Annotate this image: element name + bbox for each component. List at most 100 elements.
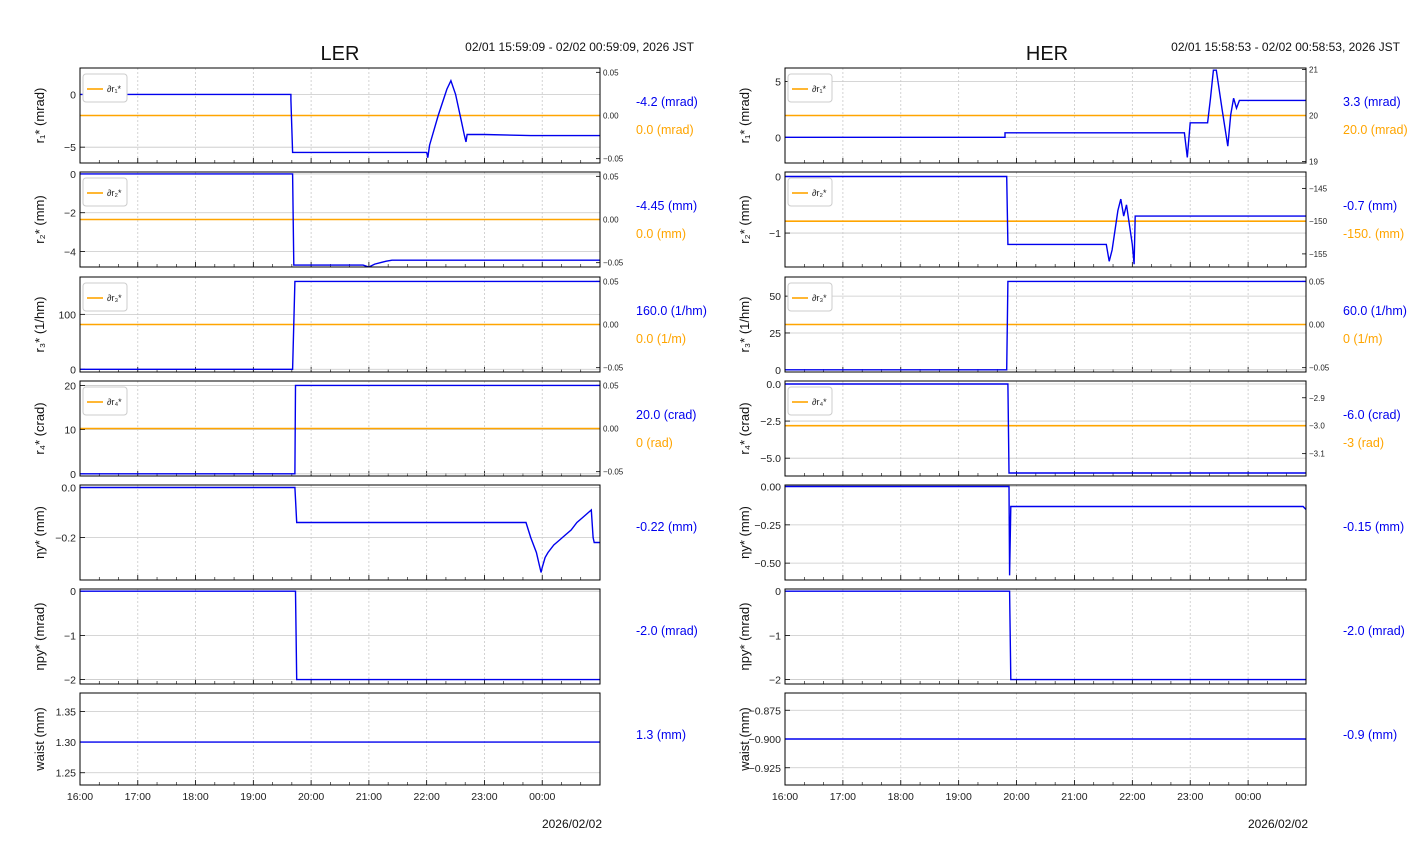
right-tick-label: 0.00: [603, 112, 619, 121]
legend: ∂r₂*: [787, 177, 833, 207]
right-tick-label: −0.05: [603, 468, 624, 477]
panel-frame: [784, 692, 1307, 786]
panel-frame: [79, 276, 601, 373]
blue-value-readout: -0.22 (mm): [636, 520, 697, 534]
right-tick-label: 0.00: [603, 321, 619, 330]
chart-her: HER 02/01 15:58:53 - 02/02 00:58:53, 2026…: [737, 40, 1408, 831]
legend-label: ∂r₁*: [812, 84, 826, 94]
x-tick-label: 22:00: [1119, 791, 1145, 803]
blue-series-line: [80, 78, 600, 158]
x-tick-label: 20:00: [298, 791, 324, 803]
y-tick-label: 0.0: [61, 483, 76, 495]
x-tick-label: 18:00: [888, 791, 914, 803]
x-tick-label: 21:00: [1061, 791, 1087, 803]
y-tick-label: −2: [769, 675, 781, 687]
y-tick-label: −2: [64, 208, 76, 220]
y-tick-label: 0.0: [766, 379, 781, 391]
y-tick-label: 20: [64, 380, 76, 392]
blue-series-line: [80, 384, 600, 475]
y-tick-label: −0.900: [749, 734, 782, 746]
panel-7: 1.35 1.30 1.25 waist (mm) 1.3 (mm): [32, 692, 686, 786]
y-tick-label: 1.35: [56, 706, 77, 718]
panel-1: 5 0 21 20 19 ∂r₁* r₁* (mrad) 3.3 (mrad) 20.0 (mr…: [737, 65, 1408, 166]
panel-frame: [79, 588, 601, 685]
x-tick-label: 23:00: [1177, 791, 1203, 803]
right-tick-label: 0.00: [603, 425, 619, 434]
panel-4: 0.0 −2.5 −5.0 −2.9 −3.0 −3.1 ∂r₄* r₄* (crad) -6.…: [737, 379, 1401, 477]
right-tick-label: −150: [1309, 217, 1328, 226]
y-tick-label: −1: [769, 228, 781, 240]
legend-label: ∂r₁*: [107, 84, 121, 94]
right-tick-label: −0.05: [603, 364, 624, 373]
legend-label: ∂r₄*: [107, 397, 122, 407]
y-axis-label: ηpy* (mrad): [737, 603, 752, 671]
chart-title: HER: [1026, 43, 1068, 65]
y-axis-label: ηy* (mm): [32, 506, 47, 559]
time-range-label: 02/01 15:59:09 - 02/02 00:59:09, 2026 JS…: [465, 40, 695, 54]
panel-1: 0 −5 0.05 0.00 −0.05 ∂r₁* r₁* (mrad) -4.2 (mrad…: [32, 67, 698, 164]
x-tick-label: 19:00: [946, 791, 972, 803]
y-tick-label: 50: [769, 291, 781, 303]
x-tick-label: 17:00: [125, 791, 151, 803]
panel-2: 0 −2 −4 0.05 0.00 −0.05 ∂r₂* r₂* (mm) -4.45 (mm)…: [32, 169, 697, 268]
legend-box: [82, 177, 128, 207]
y-tick-label: −4: [64, 246, 76, 258]
panel-frame: [79, 692, 601, 786]
blue-series-line: [80, 590, 600, 681]
y-tick-label: 1.25: [56, 768, 77, 780]
x-tick-label: 18:00: [182, 791, 208, 803]
y-tick-label: 10: [64, 425, 76, 437]
legend-box: [787, 282, 833, 312]
y-axis-label: r₄* (crad): [32, 402, 47, 454]
legend-label: ∂r₃*: [812, 293, 827, 303]
right-tick-label: 0.00: [1309, 321, 1325, 330]
y-tick-label: 5: [775, 76, 781, 88]
blue-value-readout: -4.45 (mm): [636, 199, 697, 213]
y-tick-label: −0.875: [749, 705, 782, 717]
panel-frame: [784, 380, 1307, 477]
y-tick-label: −1: [64, 630, 76, 642]
legend: ∂r₄*: [787, 386, 833, 416]
blue-series-line: [785, 590, 1306, 681]
panel-frame: [784, 67, 1307, 164]
y-tick-label: 0: [70, 89, 76, 101]
legend-box: [82, 282, 128, 312]
right-tick-label: 21: [1309, 65, 1318, 74]
y-tick-label: 0.00: [761, 482, 782, 494]
legend-label: ∂r₂*: [812, 188, 827, 198]
right-tick-label: −145: [1309, 184, 1328, 193]
x-tick-label: 16:00: [67, 791, 93, 803]
panel-6: 0 −1 −2 ηpy* (mrad) -2.0 (mrad): [32, 586, 698, 686]
y-tick-label: 0: [775, 586, 781, 598]
y-tick-label: 0: [775, 132, 781, 144]
x-tick-label: 20:00: [1003, 791, 1029, 803]
orange-value-readout: -150. (mm): [1343, 227, 1404, 241]
y-tick-label: −2.5: [760, 416, 781, 428]
orange-value-readout: -3 (rad): [1343, 436, 1384, 450]
right-tick-label: −2.9: [1309, 394, 1325, 403]
right-tick-label: 0.05: [1309, 277, 1325, 286]
legend-label: ∂r₂*: [107, 188, 122, 198]
legend: ∂r₃*: [787, 282, 833, 312]
y-tick-label: 0: [70, 364, 76, 376]
right-tick-label: −3.0: [1309, 422, 1325, 431]
x-tick-label: 23:00: [471, 791, 497, 803]
y-axis-label: r₁* (mrad): [737, 88, 752, 144]
x-tick-label: 00:00: [529, 791, 555, 803]
chart-title: LER: [321, 43, 360, 65]
legend-label: ∂r₄*: [812, 397, 827, 407]
y-axis-label: r₄* (crad): [737, 402, 752, 454]
blue-series-line: [785, 383, 1306, 474]
right-tick-label: −0.05: [603, 259, 624, 268]
y-axis-label: r₂* (mm): [737, 195, 752, 243]
right-tick-label: 0.05: [603, 68, 619, 77]
blue-value-readout: 160.0 (1/hm): [636, 304, 707, 318]
y-tick-label: 0: [70, 169, 76, 181]
y-tick-label: −0.25: [754, 520, 781, 532]
panel-frame: [79, 67, 601, 164]
y-tick-label: −5: [64, 142, 76, 154]
legend: ∂r₄*: [82, 386, 128, 416]
panel-frame: [784, 588, 1307, 685]
